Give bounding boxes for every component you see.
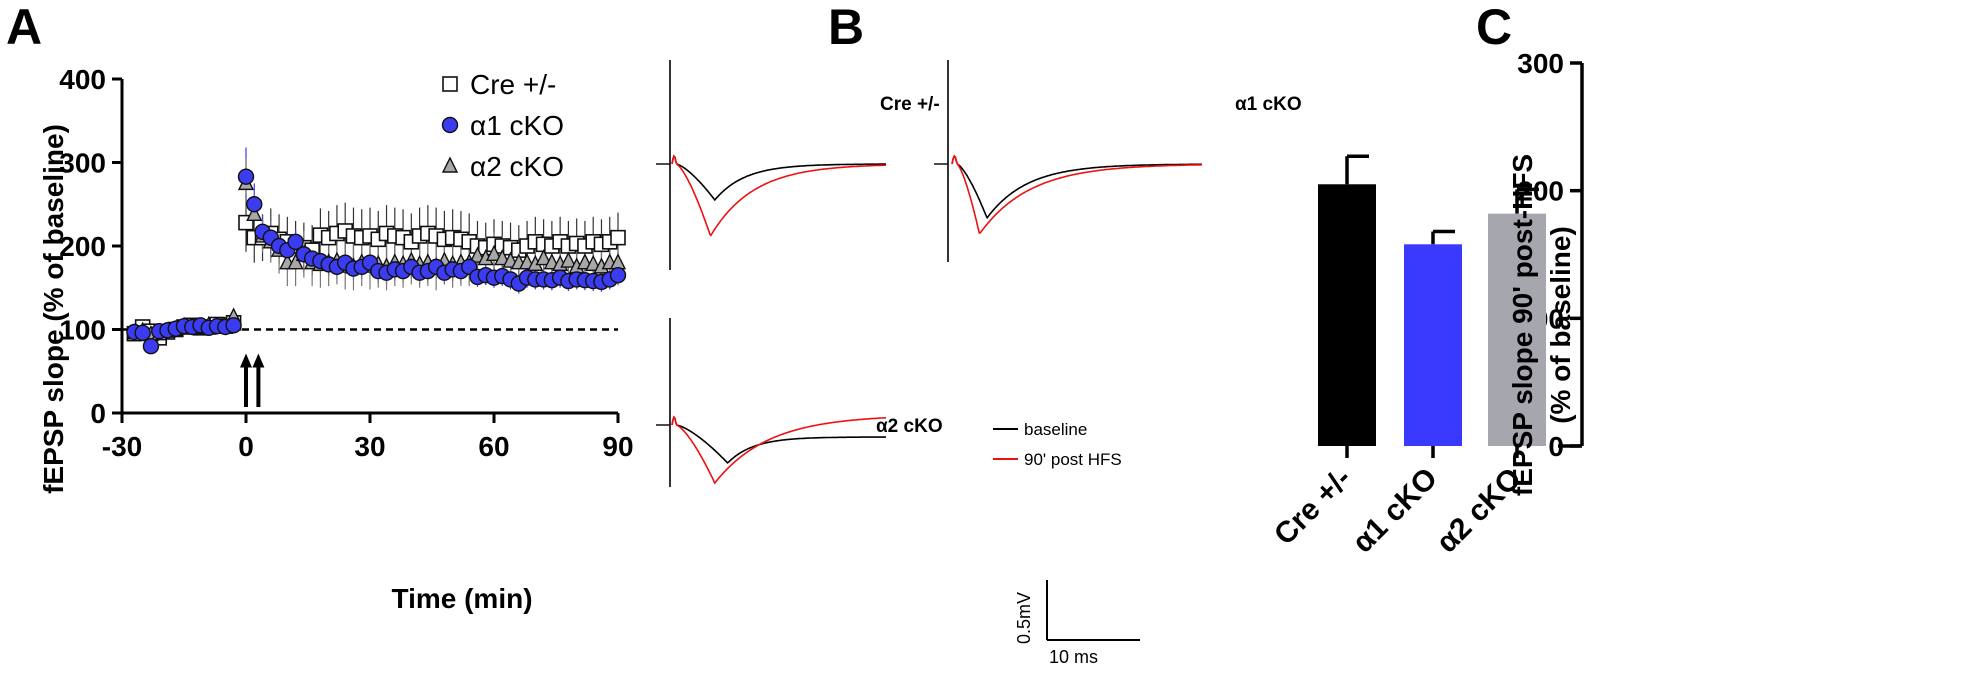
scale-bar-voltage-label: 0.5mV: [1014, 592, 1034, 644]
y-tick-label: 300: [1517, 48, 1564, 79]
trace-label-a2: α2 cKO: [876, 416, 943, 437]
bar: [1488, 213, 1546, 446]
x-tick-label: 30: [354, 431, 385, 462]
trace-label-cre: Cre +/-: [880, 94, 940, 115]
scale-bar-time-label: 10 ms: [1049, 647, 1098, 667]
y-tick-label: 200: [1517, 176, 1564, 207]
trace-line: [951, 154, 1202, 220]
circle-marker: [142, 338, 160, 355]
category-label: α1 cKO: [1346, 462, 1444, 560]
panel-a-data-points: [126, 147, 627, 355]
x-tick-label: 90: [602, 431, 633, 462]
panel-a-y-axis-title: fEPSP slope (% of baseline): [38, 124, 69, 494]
legend-post-label: 90' post HFS: [1024, 450, 1122, 469]
trace-line: [671, 154, 886, 202]
bar: [1318, 184, 1376, 447]
hfs-arrow-head: [240, 353, 252, 368]
circle-marker: [609, 267, 627, 284]
triangle-marker: [246, 204, 263, 221]
panel-c-letter: C: [1476, 0, 1512, 55]
trace-waveforms: [656, 60, 1202, 487]
panel-a-legend: Cre +/- α1 cKO α2 cKO: [441, 69, 564, 182]
series-markers-circle: [126, 168, 627, 355]
hfs-arrows: [240, 353, 265, 407]
circle-marker: [225, 317, 242, 334]
triangle-marker: [535, 248, 552, 266]
x-tick-label: 60: [478, 431, 509, 462]
circle-marker: [246, 196, 263, 213]
y-tick-label: 0: [90, 398, 106, 429]
panel-c-y-axis-title-line1: fEPSP slope 90' post-HFS: [1507, 154, 1538, 496]
trace-line: [951, 154, 1202, 234]
circle-marker: [134, 324, 151, 342]
trace-line: [671, 415, 886, 464]
trace-label-a1: α1 cKO: [1235, 94, 1302, 115]
category-label: Cre +/-: [1268, 462, 1358, 552]
triangle-marker: [287, 253, 304, 270]
trace-line: [671, 154, 886, 237]
trace-line: [671, 415, 886, 485]
legend-label: Cre +/-: [470, 69, 556, 100]
circle-marker: [237, 168, 255, 185]
triangle-marker: [485, 244, 503, 262]
legend-baseline-label: baseline: [1024, 420, 1087, 439]
legend-label: α1 cKO: [470, 110, 564, 141]
square-marker: [610, 229, 626, 246]
circle-marker: [287, 233, 304, 251]
triangle-marker: [560, 251, 577, 268]
panel-b-letter: B: [828, 0, 864, 55]
circle-marker: [441, 116, 459, 134]
y-tick-label: 200: [59, 231, 106, 262]
panel-a-x-axis-title: Time (min): [391, 583, 532, 614]
x-tick-label: -30: [102, 431, 142, 462]
bar: [1404, 244, 1462, 446]
y-tick-label: 0: [1548, 431, 1564, 462]
panel-a-letter: A: [6, 0, 42, 55]
panel-b-traces: Cre +/- α1 cKO α2 cKO baseline 90' post …: [656, 60, 1302, 667]
y-tick-label: 400: [59, 64, 106, 95]
hfs-arrow-head: [252, 353, 265, 368]
y-tick-label: 100: [59, 315, 106, 346]
legend-label: α2 cKO: [470, 151, 564, 182]
triangle-marker: [441, 156, 459, 173]
y-tick-label: 300: [59, 148, 106, 179]
panel-c-bars: [1318, 154, 1546, 447]
panel-c-y-axis-title-line2: (% of baseline): [1545, 226, 1576, 424]
x-tick-label: 0: [238, 431, 254, 462]
square-marker: [442, 76, 458, 92]
